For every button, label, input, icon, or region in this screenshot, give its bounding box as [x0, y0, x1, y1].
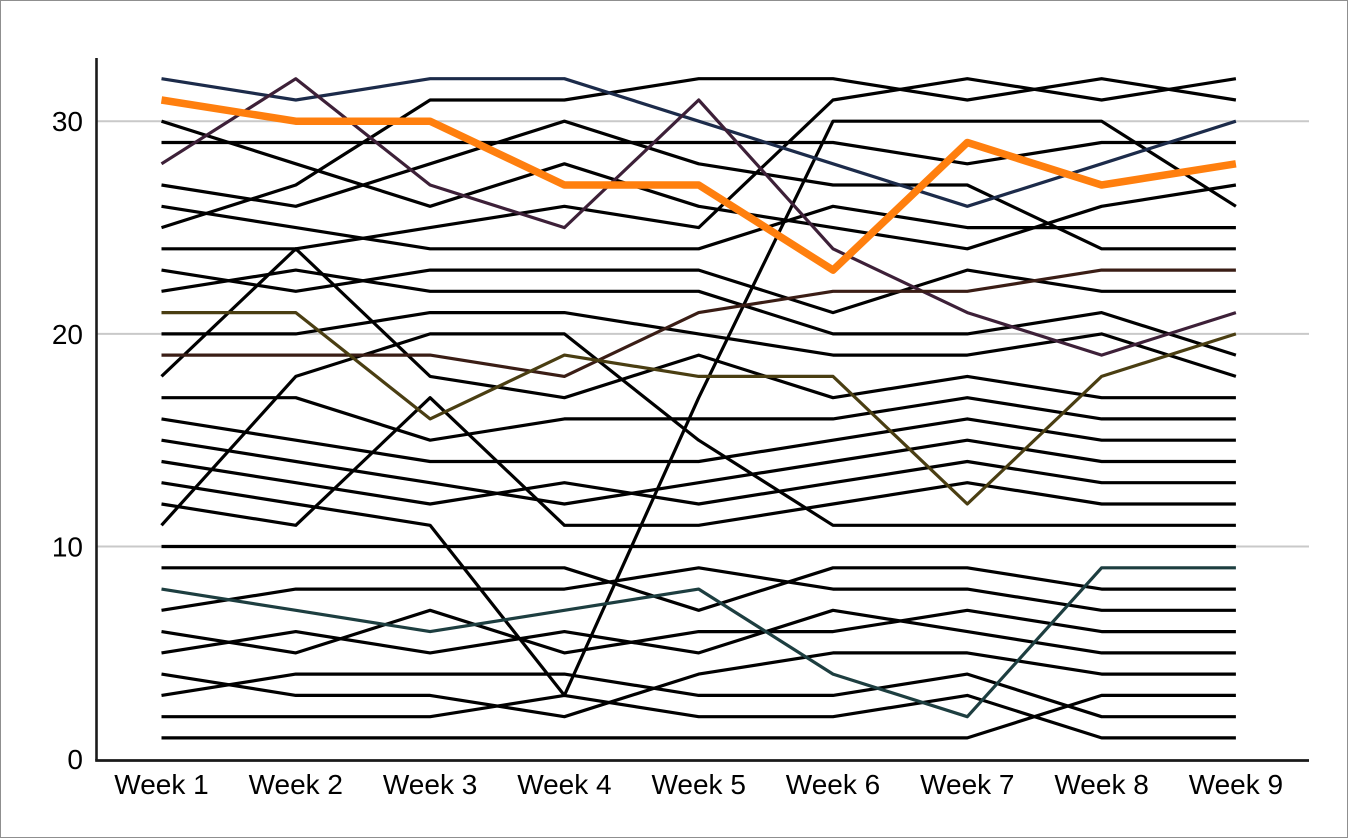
series-line-rank-line-4: [161, 651, 1236, 719]
series-line-rank-line-22: [161, 268, 1237, 357]
series-line-rank-line-maroon: [161, 268, 1236, 378]
x-tick-label-week-7: Week 7: [920, 769, 1014, 800]
series-line-rank-line-9: [161, 566, 1236, 612]
series-line-rank-line-30: [161, 119, 1237, 251]
series-line-rank-line-2: [161, 693, 1236, 740]
series-line-rank-line-olive: [161, 311, 1237, 506]
series-line-rank-line-6: [161, 608, 1236, 655]
series-line-rank-line-navy: [161, 77, 1237, 208]
x-tick-label-week-5: Week 5: [651, 769, 745, 800]
y-axis-tick-labels: 0 10 20 30: [52, 106, 83, 775]
series-line-rank-line-17: [161, 396, 1236, 442]
series-line-rank-line-teal: [161, 566, 1236, 719]
series-line-rank-line-26: [161, 204, 1236, 251]
y-tick-label-20: 20: [52, 319, 83, 350]
series-line-rank-line-25: [161, 77, 1237, 230]
series-line-rank-line-23: [161, 268, 1236, 315]
x-axis-tick-labels: Week 1 Week 2 Week 3 Week 4 Week 5 Week 6 Week…: [114, 769, 1283, 800]
x-tick-label-week-2: Week 2: [249, 769, 343, 800]
series-line-rank-line-plum: [160, 77, 1237, 357]
series-line-rank-line-5: [161, 608, 1236, 655]
y-tick-label-30: 30: [52, 106, 83, 137]
series-line-rank-line-24: [161, 77, 1237, 251]
series-line-rank-line-29: [161, 140, 1236, 166]
series-line-rank-line-3: [161, 672, 1236, 719]
series-lines: [160, 77, 1237, 740]
series-line-rank-line-18: [160, 247, 1236, 400]
x-tick-label-week-8: Week 8: [1054, 769, 1148, 800]
y-tick-label-10: 10: [52, 532, 83, 563]
series-line-rank-line-11: [160, 332, 1236, 527]
series-line-rank-line-12: [161, 396, 1236, 527]
series-line-rank-line-15: [161, 438, 1236, 506]
x-tick-label-week-4: Week 4: [517, 769, 611, 800]
x-tick-label-week-1: Week 1: [114, 769, 208, 800]
series-line-rank-line-14: [161, 459, 1236, 506]
y-tick-label-0: 0: [67, 744, 83, 775]
x-tick-label-week-9: Week 9: [1189, 769, 1283, 800]
series-line-rank-line-13: [161, 119, 1237, 698]
x-tick-label-week-6: Week 6: [786, 769, 880, 800]
highlighted-series-line: [160, 96, 1237, 274]
axes: [95, 58, 1309, 762]
series-line-rank-line-1: [161, 693, 1236, 740]
series-line-rank-line-16: [161, 417, 1236, 464]
series-line-rank-line-7: [161, 566, 1236, 612]
x-tick-label-week-3: Week 3: [383, 769, 477, 800]
